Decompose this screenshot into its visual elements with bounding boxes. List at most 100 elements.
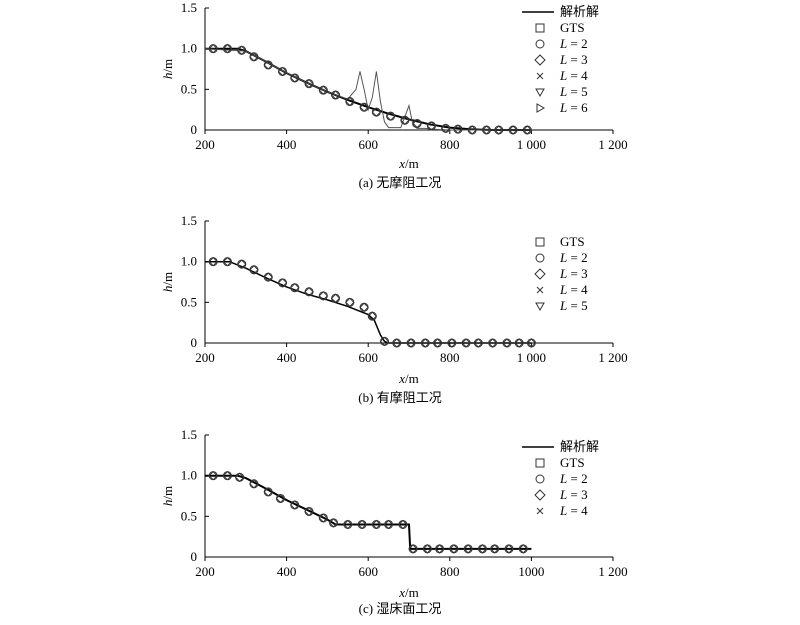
data-marker-diamond <box>473 338 484 348</box>
data-marker-diamond <box>383 519 394 530</box>
data-marker-diamond <box>526 338 537 348</box>
legend-label: L = 6 <box>559 100 588 115</box>
data-marker-diamond <box>208 43 218 54</box>
legend-label: 解析解 <box>560 4 599 19</box>
data-marker-diamond <box>367 311 377 321</box>
legend-label: GTS <box>560 234 585 249</box>
legend-label: L = 4 <box>559 68 588 83</box>
series-line <box>205 474 532 550</box>
data-marker-diamond <box>249 479 259 489</box>
legend-label: L = 4 <box>559 282 588 297</box>
legend-item: L = 3 <box>534 487 588 502</box>
legend-item: GTS <box>535 455 585 470</box>
y-tick-label: 1.0 <box>181 41 197 56</box>
y-tick-label: 1.5 <box>181 213 197 228</box>
x-tick-label: 600 <box>358 564 378 579</box>
data-marker-diamond <box>426 121 437 131</box>
y-axis-label: h/m <box>160 59 175 79</box>
legend-item: L = 3 <box>534 266 588 281</box>
x-tick-label: 600 <box>358 137 378 152</box>
data-marker-diamond <box>481 125 492 135</box>
legend-cross-icon <box>536 72 544 80</box>
x-tick-label: 200 <box>195 564 215 579</box>
data-marker-diamond <box>222 43 233 54</box>
legend-cross-icon <box>536 507 544 515</box>
legend-label: GTS <box>560 20 585 35</box>
data-marker-diamond <box>222 256 233 267</box>
data-marker-diamond <box>330 90 341 100</box>
legend-square-icon <box>535 458 545 468</box>
legend-circle-icon <box>535 474 545 484</box>
y-tick-label: 1.5 <box>181 427 197 442</box>
y-tick-label: 1.0 <box>181 468 197 483</box>
data-marker-diamond <box>422 544 433 554</box>
data-marker-diamond <box>514 338 524 348</box>
x-tick-label: 400 <box>277 350 297 365</box>
legend-label: L = 3 <box>559 52 588 67</box>
x-tick-label: 400 <box>277 564 297 579</box>
legend-square-icon <box>535 237 545 247</box>
data-marker-diamond <box>489 544 500 554</box>
legend-item: GTS <box>535 234 585 249</box>
data-marker-diamond <box>304 287 314 297</box>
legend-label: L = 4 <box>559 503 588 518</box>
data-marker-circle <box>359 302 369 312</box>
data-marker-diamond <box>277 278 288 288</box>
data-marker-diamond <box>420 338 431 348</box>
data-marker-diamond <box>328 518 339 528</box>
legend-item: L = 4 <box>536 68 588 83</box>
chart-panel-3: 200 400 600 800 1000 1 200 0 0.5 1.0 1.5 x/m h/m (c)… <box>160 427 628 616</box>
legend-item: GTS <box>535 20 585 35</box>
y-tick-label: 0.5 <box>181 508 197 523</box>
data-marker-diamond <box>359 302 369 312</box>
chart-caption: (b) 有摩阻工况 <box>358 390 441 405</box>
data-marker-diamond <box>304 78 314 89</box>
legend-label: L = 3 <box>559 266 588 281</box>
legend-label: L = 5 <box>559 298 588 313</box>
data-marker-diamond <box>263 60 273 70</box>
y-tick-label: 0.5 <box>181 81 197 96</box>
data-marker-diamond <box>290 73 300 83</box>
legend-item: L = 2 <box>535 36 588 51</box>
data-marker-diamond <box>502 338 512 348</box>
data-marker-diamond <box>392 338 402 348</box>
legend-item: L = 4 <box>536 503 588 518</box>
y-tick-label: 1.0 <box>181 254 197 269</box>
data-marker-diamond <box>304 506 314 517</box>
y-tick-label: 0.5 <box>181 294 197 309</box>
data-marker-diamond <box>408 544 418 554</box>
data-marker-diamond <box>318 291 329 301</box>
legend-item: L = 4 <box>536 282 588 297</box>
data-marker-diamond <box>463 544 473 554</box>
x-tick-label: 800 <box>440 137 460 152</box>
data-marker-diamond <box>318 513 329 523</box>
legend-label: L = 2 <box>559 471 588 486</box>
x-axis-label: x/m <box>398 585 419 600</box>
x-tick-label: 1 000 <box>517 137 546 152</box>
legend-square-icon <box>535 23 545 33</box>
data-marker-diamond <box>434 544 445 554</box>
data-marker-diamond <box>453 124 463 134</box>
data-marker-diamond <box>449 544 459 554</box>
legend-triangle-right-icon <box>536 103 546 113</box>
y-tick-label: 0 <box>191 122 198 137</box>
legend-label: 解析解 <box>560 439 599 454</box>
series-line <box>205 260 532 344</box>
data-marker-diamond <box>318 85 329 95</box>
data-marker-diamond <box>432 338 443 348</box>
data-marker-diamond <box>263 272 273 282</box>
legend-circle-icon <box>535 39 545 49</box>
data-marker-diamond <box>208 256 218 267</box>
chart-panel-2: 200 400 600 800 1 000 1 200 0 0.5 1.0 1.5 x/m h/m (b… <box>160 213 628 405</box>
data-marker-diamond <box>379 336 390 347</box>
data-marker-diamond <box>330 293 341 303</box>
chart-panel-1: 200 400 600 800 1 000 1 200 0 0.5 1.0 1.5 x/m h/m (a… <box>160 0 628 190</box>
legend-item: 解析解 <box>522 439 599 454</box>
data-marker-diamond <box>504 544 514 554</box>
x-tick-label: 1000 <box>518 564 544 579</box>
x-tick-label: 800 <box>440 350 460 365</box>
